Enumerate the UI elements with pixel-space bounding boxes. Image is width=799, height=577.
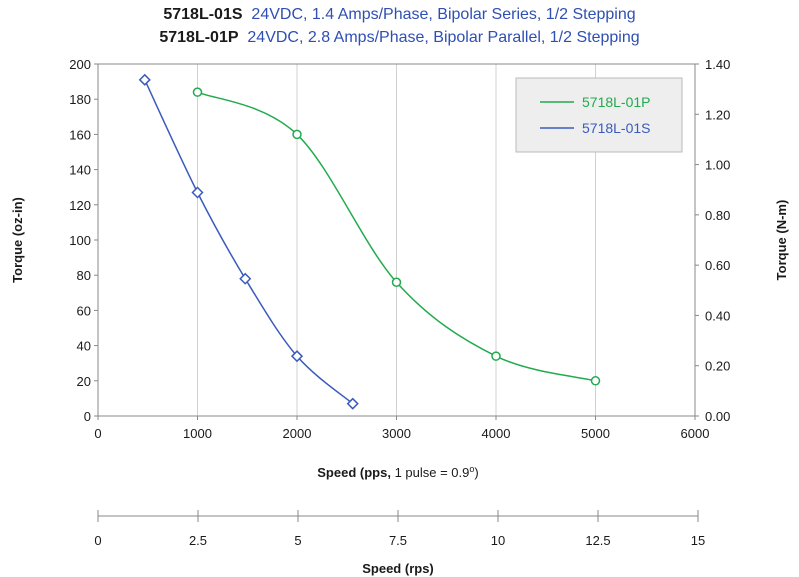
rps-tick-label: 10 — [491, 533, 505, 548]
legend-box — [515, 77, 683, 153]
title-2-model: 5718L-01P — [159, 29, 239, 46]
data-point-5718L-01S — [138, 73, 151, 86]
x-axis-label-sup: o — [469, 464, 474, 474]
y2-tick-label: 0.60 — [705, 258, 730, 273]
y2-tick-label: 0.40 — [705, 308, 730, 323]
y-tick-label: 100 — [69, 233, 91, 248]
x-tick-label: 5000 — [581, 426, 610, 441]
legend-label-5718L-01P: 5718L-01P — [582, 94, 651, 110]
x-axis-label: Speed (pps, 1 pulse = 0.9o) — [317, 464, 478, 480]
data-point-5718L-01P — [391, 277, 402, 287]
rps-tick-label: 12.5 — [585, 533, 610, 548]
y-axis-left-label: Torque (oz-in) — [10, 197, 25, 283]
x-tick-label: 3000 — [382, 426, 411, 441]
data-point-5718L-01S — [346, 397, 359, 410]
y2-tick-label: 0.00 — [705, 409, 730, 424]
x-tick-label: 0 — [94, 426, 101, 441]
y-tick-label: 20 — [77, 374, 91, 389]
rps-axis-label: Speed (rps) — [362, 561, 434, 576]
rps-tick-label: 15 — [691, 533, 705, 548]
y-tick-label: 160 — [69, 127, 91, 142]
rps-tick-label: 2.5 — [189, 533, 207, 548]
x-axis-label-bold: Speed (pps, — [317, 465, 391, 480]
x-tick-label: 2000 — [283, 426, 312, 441]
y2-tick-label: 1.00 — [705, 158, 730, 173]
chart-title-1: 5718L-01S 24VDC, 1.4 Amps/Phase, Bipolar… — [0, 6, 799, 24]
data-point-5718L-01P — [292, 129, 302, 140]
data-point-5718L-01S — [290, 350, 304, 363]
y2-tick-label: 0.80 — [705, 208, 730, 223]
title-1-model: 5718L-01S — [163, 6, 243, 23]
x-axis-label-rest: 1 pulse = 0.9 — [391, 465, 469, 480]
series-line-5718L-01S — [144, 79, 354, 405]
y2-tick-label: 1.40 — [705, 57, 730, 72]
y-tick-label: 60 — [77, 303, 91, 318]
x-tick-label: 4000 — [482, 426, 511, 441]
data-point-5718L-01P — [590, 376, 601, 386]
data-point-5718L-01P — [192, 87, 203, 97]
title-1-desc: 24VDC, 1.4 Amps/Phase, Bipolar Series, 1… — [251, 6, 636, 23]
y2-tick-label: 0.20 — [705, 359, 730, 374]
y-tick-label: 0 — [84, 409, 91, 424]
data-point-5718L-01S — [239, 272, 252, 285]
y-tick-label: 140 — [69, 163, 91, 178]
y-tick-label: 80 — [77, 268, 91, 283]
rps-axis-ticks: 0 2.5 5 7.5 10 12.5 15 — [94, 510, 705, 548]
x-tick-label: 1000 — [183, 426, 212, 441]
x-tick-label: 6000 — [681, 426, 710, 441]
rps-tick-label: 7.5 — [389, 533, 407, 548]
y2-tick-label: 1.20 — [705, 107, 730, 122]
y-axis-right-label: Torque (N-m) — [774, 200, 789, 281]
title-2-desc: 24VDC, 2.8 Amps/Phase, Bipolar Parallel,… — [247, 29, 640, 46]
axis-ticks: 0 1000 2000 3000 4000 5000 6000 0 20 40 60 80 100 120… — [69, 57, 730, 441]
y-tick-label: 40 — [77, 339, 91, 354]
rps-tick-label: 0 — [94, 533, 101, 548]
y-tick-label: 120 — [69, 198, 91, 213]
series-layer — [138, 73, 601, 410]
rps-tick-label: 5 — [294, 533, 301, 548]
legend: 5718L-01P 5718L-01S — [515, 77, 683, 153]
data-point-5718L-01P — [491, 351, 501, 361]
y-tick-label: 180 — [69, 92, 91, 107]
y-tick-label: 200 — [69, 57, 91, 72]
x-axis-label-close: ) — [474, 465, 478, 480]
legend-label-5718L-01S: 5718L-01S — [582, 120, 651, 136]
data-point-5718L-01S — [191, 186, 204, 199]
chart-title-2: 5718L-01P 24VDC, 2.8 Amps/Phase, Bipolar… — [0, 29, 799, 47]
